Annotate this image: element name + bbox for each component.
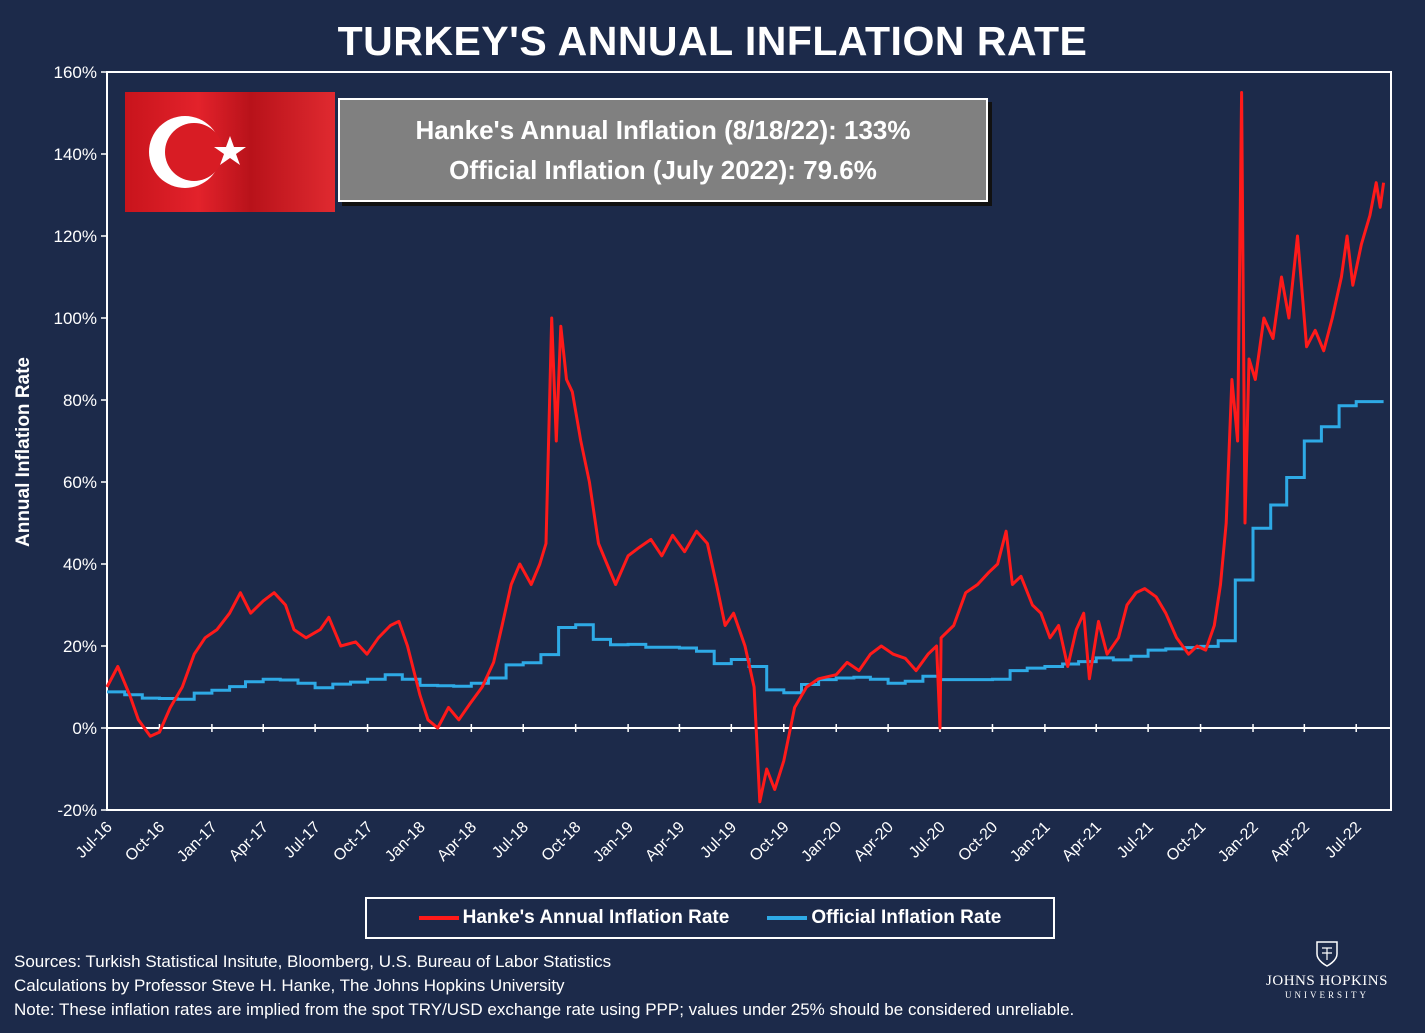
y-tick-label: 80% [63, 391, 97, 410]
x-tick-label: Oct-16 [122, 819, 168, 865]
legend-label-hanke: Hanke's Annual Inflation Rate [462, 907, 730, 928]
y-tick-label: 160% [54, 63, 97, 82]
x-tick-label: Oct-21 [1163, 819, 1209, 865]
hanke-summary-text: Hanke's Annual Inflation (8/18/22): 133% [415, 115, 911, 145]
legend-swatch-hanke [418, 916, 459, 920]
x-tick-label: Oct-20 [955, 819, 1001, 865]
chart-notes: Sources: Turkish Statistical Insitute, B… [14, 950, 1074, 1022]
x-tick-label: Jan-21 [1007, 819, 1054, 866]
x-tick-label: Jul-19 [697, 819, 740, 862]
x-tick-label: Jan-17 [174, 819, 221, 866]
x-tick-label: Jul-21 [1114, 819, 1157, 862]
johns-hopkins-logo: JOHNS HOPKINS UNIVERSITY [1262, 940, 1392, 1000]
calculations-text: Calculations by Professor Steve H. Hanke… [14, 976, 565, 995]
legend-item-official: Official Inflation Rate [767, 907, 1001, 929]
plot-area-border [106, 71, 1392, 811]
x-tick-label: Jul-17 [281, 819, 324, 862]
y-tick-label: 60% [63, 473, 97, 492]
y-tick-label: -20% [57, 801, 97, 820]
x-tick-label: Jan-18 [382, 819, 429, 866]
legend-item-hanke: Hanke's Annual Inflation Rate [418, 907, 730, 929]
x-tick-label: Oct-17 [330, 819, 376, 865]
y-axis: -20% 0% 20% 40% 60% 80% 100% 120% 140% 160% [54, 63, 107, 820]
turkey-flag-icon [125, 92, 335, 212]
note-text: Note: These inflation rates are implied … [14, 1000, 1075, 1019]
y-tick-label: 40% [63, 555, 97, 574]
x-tick-label: Jan-19 [590, 819, 637, 866]
chart-legend: Hanke's Annual Inflation Rate Official I… [365, 897, 1055, 939]
sources-text: Sources: Turkish Statistical Insitute, B… [14, 952, 612, 971]
x-axis: Jul-16 Oct-16 Jan-17 Apr-17 Jul-17 Oct-17 Jan-… [73, 724, 1365, 865]
hanke-inflation-line [105, 91, 1386, 804]
logo-name: JOHNS HOPKINS [1266, 973, 1388, 989]
logo-university: UNIVERSITY [1285, 990, 1369, 1000]
x-tick-label: Jan-20 [798, 819, 845, 866]
x-tick-label: Oct-18 [539, 819, 585, 865]
y-tick-label: 20% [63, 637, 97, 656]
x-tick-label: Apr-21 [1059, 819, 1105, 865]
y-axis-label: Annual Inflation Rate [13, 357, 34, 547]
shield-icon [1316, 941, 1338, 967]
y-tick-label: 140% [54, 145, 97, 164]
x-tick-label: Apr-20 [851, 819, 897, 865]
x-tick-label: Oct-19 [747, 819, 793, 865]
x-tick-label: Jul-18 [489, 819, 532, 862]
x-tick-label: Apr-18 [434, 819, 480, 865]
x-tick-label: Apr-19 [642, 819, 688, 865]
legend-label-official: Official Inflation Rate [811, 907, 1002, 928]
x-tick-label: Jul-22 [1322, 819, 1365, 862]
y-tick-label: 120% [54, 227, 97, 246]
y-tick-label: 100% [54, 309, 97, 328]
inflation-summary-box: Hanke's Annual Inflation (8/18/22): 133%… [338, 98, 988, 202]
y-tick-label: 0% [72, 719, 97, 738]
official-inflation-line [107, 400, 1384, 701]
x-tick-label: Jul-16 [73, 819, 116, 862]
x-tick-label: Apr-17 [226, 819, 272, 865]
x-tick-label: Jul-20 [906, 819, 949, 862]
legend-swatch-official [767, 916, 808, 920]
chart-title: TURKEY'S ANNUAL INFLATION RATE [337, 18, 1088, 64]
x-tick-label: Apr-22 [1267, 819, 1313, 865]
x-tick-label: Jan-22 [1215, 819, 1262, 866]
official-summary-text: Official Inflation (July 2022): 79.6% [449, 155, 877, 185]
